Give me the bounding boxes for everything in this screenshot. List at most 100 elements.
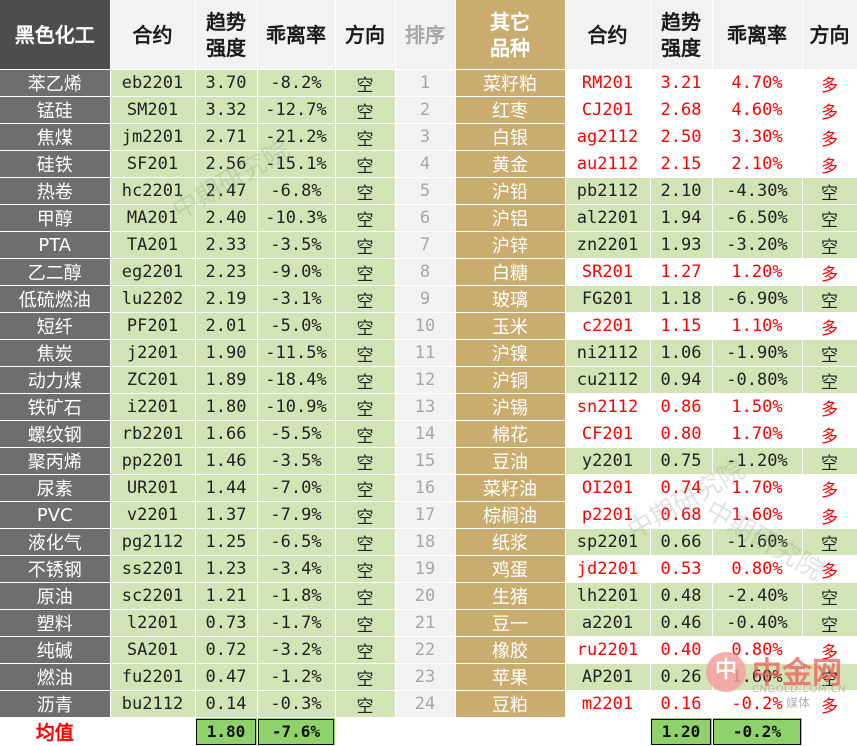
- right-name: 菜籽粕: [455, 69, 566, 97]
- right-strength: 1.15: [650, 312, 713, 340]
- right-contract: sn2112: [565, 393, 651, 421]
- right-name: 棉花: [455, 420, 566, 448]
- left-name: 硅铁: [0, 150, 111, 178]
- left-deviation: -5.5%: [257, 420, 336, 448]
- right-deviation: -0.80%: [712, 366, 803, 394]
- right-strength: 0.48: [650, 582, 713, 610]
- rank-number: 13: [395, 393, 456, 421]
- left-direction: 空: [335, 690, 396, 718]
- right-name: 沪铜: [455, 366, 566, 394]
- right-direction: 多: [802, 312, 857, 340]
- right-direction: 多: [802, 420, 857, 448]
- left-strength: 0.73: [195, 609, 258, 637]
- left-contract: j2201: [110, 339, 196, 367]
- right-name: 豆油: [455, 447, 566, 475]
- left-name: 动力煤: [0, 366, 111, 394]
- table-row: 聚丙烯 pp2201 1.46 -3.5% 空 15 豆油 y2201 0.75 -1.20% 空: [0, 447, 857, 475]
- right-strength: 0.80: [650, 420, 713, 448]
- left-strength: 0.47: [195, 663, 258, 691]
- table-row: 短纤 PF201 2.01 -5.0% 空 10 玉米 c2201 1.15 1.10% 多: [0, 312, 857, 340]
- right-direction: 多: [802, 123, 857, 151]
- right-strength: 0.74: [650, 474, 713, 502]
- right-name: 纸浆: [455, 528, 566, 556]
- right-deviation: -6.50%: [712, 204, 803, 232]
- right-deviation: 1.70%: [712, 420, 803, 448]
- left-contract: UR201: [110, 474, 196, 502]
- left-deviation: -3.5%: [257, 231, 336, 259]
- right-deviation: -0.2%: [712, 690, 803, 718]
- table-row: 热卷 hc2201 2.47 -6.8% 空 5 沪铅 pb2112 2.10 -4.30% 空: [0, 177, 857, 205]
- left-average-strength: 1.80: [195, 717, 258, 746]
- left-deviation: -3.4%: [257, 555, 336, 583]
- right-direction: 空: [802, 231, 857, 259]
- left-name: 尿素: [0, 474, 111, 502]
- left-direction: 空: [335, 582, 396, 610]
- right-contract: cu2112: [565, 366, 651, 394]
- right-direction: 空: [802, 663, 857, 691]
- right-deviation: 0.80%: [712, 555, 803, 583]
- left-direction: 空: [335, 420, 396, 448]
- left-strength: 2.23: [195, 258, 258, 286]
- left-deviation: -7.9%: [257, 501, 336, 529]
- right-direction: 空: [802, 339, 857, 367]
- right-strength: 1.18: [650, 285, 713, 313]
- right-strength: 0.86: [650, 393, 713, 421]
- left-direction: 空: [335, 339, 396, 367]
- rank-number: 3: [395, 123, 456, 151]
- right-strength: 3.21: [650, 69, 713, 97]
- right-direction: 空: [802, 528, 857, 556]
- left-contract: pp2201: [110, 447, 196, 475]
- rank-number: 20: [395, 582, 456, 610]
- right-direction: 空: [802, 285, 857, 313]
- left-contract: eg2201: [110, 258, 196, 286]
- left-strength: 3.32: [195, 96, 258, 124]
- left-contract: sc2201: [110, 582, 196, 610]
- header-right-strength: 趋势 强度: [650, 0, 713, 70]
- header-right-direction: 方向: [802, 0, 857, 70]
- left-direction: 空: [335, 204, 396, 232]
- left-deviation: -0.3%: [257, 690, 336, 718]
- left-direction: 空: [335, 501, 396, 529]
- right-direction: 空: [802, 447, 857, 475]
- left-deviation: -1.2%: [257, 663, 336, 691]
- left-contract: lu2202: [110, 285, 196, 313]
- left-direction: 空: [335, 231, 396, 259]
- table-row: PVC v2201 1.37 -7.9% 空 17 棕榈油 p2201 0.68 1.60% 多: [0, 501, 857, 529]
- right-contract: CJ201: [565, 96, 651, 124]
- right-contract: SR201: [565, 258, 651, 286]
- right-contract: CF201: [565, 420, 651, 448]
- left-strength: 1.80: [195, 393, 258, 421]
- left-contract: eb2201: [110, 69, 196, 97]
- left-contract: SA201: [110, 636, 196, 664]
- right-deviation: 1.10%: [712, 312, 803, 340]
- right-name: 豆粕: [455, 690, 566, 718]
- table-row: 低硫燃油 lu2202 2.19 -3.1% 空 9 玻璃 FG201 1.18 -6.90% 空: [0, 285, 857, 313]
- left-name: 液化气: [0, 528, 111, 556]
- right-contract: FG201: [565, 285, 651, 313]
- right-deviation: 1.50%: [712, 393, 803, 421]
- right-contract: y2201: [565, 447, 651, 475]
- left-name: PTA: [0, 231, 111, 259]
- left-deviation: -15.1%: [257, 150, 336, 178]
- right-name: 鸡蛋: [455, 555, 566, 583]
- right-average-strength: 1.20: [650, 717, 713, 746]
- rank-number: 6: [395, 204, 456, 232]
- left-strength: 2.56: [195, 150, 258, 178]
- left-strength: 2.01: [195, 312, 258, 340]
- rank-number: 17: [395, 501, 456, 529]
- table-row: 燃油 fu2201 0.47 -1.2% 空 23 苹果 AP201 0.26 1.60% 空: [0, 663, 857, 691]
- left-deviation: -6.8%: [257, 177, 336, 205]
- left-contract: TA201: [110, 231, 196, 259]
- left-name: 螺纹钢: [0, 420, 111, 448]
- right-contract: c2201: [565, 312, 651, 340]
- right-name: 沪铅: [455, 177, 566, 205]
- left-direction: 空: [335, 636, 396, 664]
- left-contract: MA201: [110, 204, 196, 232]
- right-contract: ru2201: [565, 636, 651, 664]
- right-direction: 空: [802, 366, 857, 394]
- left-contract: i2201: [110, 393, 196, 421]
- left-name: 锰硅: [0, 96, 111, 124]
- left-strength: 3.70: [195, 69, 258, 97]
- average-blank: [802, 717, 857, 746]
- right-contract: a2201: [565, 609, 651, 637]
